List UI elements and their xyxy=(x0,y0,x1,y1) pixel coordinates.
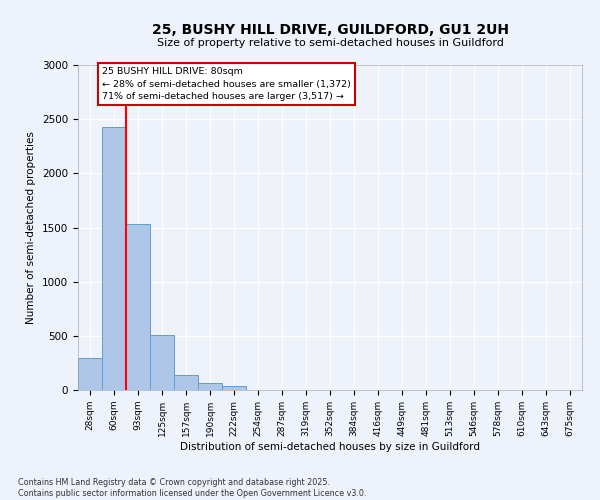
Bar xyxy=(102,126,126,390)
Bar xyxy=(150,335,174,390)
Y-axis label: Number of semi-detached properties: Number of semi-detached properties xyxy=(26,131,37,324)
X-axis label: Distribution of semi-detached houses by size in Guildford: Distribution of semi-detached houses by … xyxy=(180,442,480,452)
Bar xyxy=(126,224,150,390)
Text: 25 BUSHY HILL DRIVE: 80sqm
← 28% of semi-detached houses are smaller (1,372)
71%: 25 BUSHY HILL DRIVE: 80sqm ← 28% of semi… xyxy=(102,67,351,101)
Text: Contains HM Land Registry data © Crown copyright and database right 2025.
Contai: Contains HM Land Registry data © Crown c… xyxy=(18,478,367,498)
Bar xyxy=(174,375,198,390)
Text: Size of property relative to semi-detached houses in Guildford: Size of property relative to semi-detach… xyxy=(157,38,503,48)
Text: 25, BUSHY HILL DRIVE, GUILDFORD, GU1 2UH: 25, BUSHY HILL DRIVE, GUILDFORD, GU1 2UH xyxy=(151,22,509,36)
Bar xyxy=(222,386,246,390)
Bar xyxy=(198,383,222,390)
Bar xyxy=(78,358,102,390)
